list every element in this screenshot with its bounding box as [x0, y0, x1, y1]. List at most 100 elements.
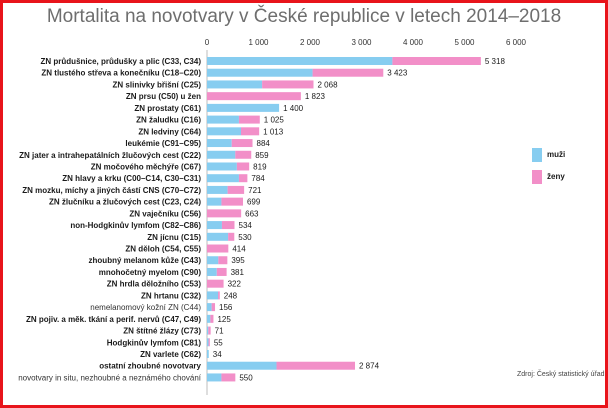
bar-zeny [207, 209, 242, 218]
bar-muzi [207, 185, 228, 194]
category-label: ZN štítné žlázy (C73) [123, 327, 201, 336]
bar-zeny [228, 232, 235, 241]
bar-muzi [207, 150, 236, 159]
bar-zeny [211, 303, 216, 312]
category-label: ZN děloh (C54, C55) [125, 245, 201, 254]
bar-muzi [207, 350, 209, 358]
data-label: 2 874 [359, 362, 380, 371]
bar-muzi [207, 139, 232, 148]
category-label: novotvary in situ, nezhoubné a neznámého… [18, 373, 202, 382]
bar-zeny [208, 338, 210, 347]
category-label: ZN jater a intrahepatálních žlučových ce… [19, 151, 201, 160]
data-label: 395 [231, 256, 245, 265]
bar-zeny [312, 68, 384, 77]
bar-muzi [207, 115, 239, 124]
legend-swatch-muzi [532, 148, 542, 162]
data-label: 784 [251, 174, 265, 183]
data-label: 550 [239, 373, 253, 382]
bar-zeny [221, 373, 236, 382]
bar-muzi [207, 256, 219, 265]
bar-zeny [392, 57, 481, 65]
category-label: leukémie (C91–C95) [125, 139, 201, 148]
x-tick-label: 6 000 [506, 38, 527, 47]
data-label: 884 [257, 139, 271, 148]
category-label: ZN žlučníku a žlučových cest (C23, C24) [49, 198, 201, 207]
x-tick-label: 4 000 [403, 38, 424, 47]
data-label: 2 068 [318, 80, 339, 89]
data-label: 534 [239, 221, 253, 230]
category-label: zhoubný melanom kůže (C43) [89, 256, 202, 265]
category-label: ZN prostaty (C61) [134, 104, 201, 113]
source-note: Zdroj: Český statistický úřad [517, 369, 605, 378]
bar-muzi [207, 103, 280, 112]
category-label: Hodgkinův lymfom (C81) [107, 338, 202, 347]
data-label: 5 318 [485, 57, 506, 66]
data-label: 819 [253, 162, 267, 171]
data-label: 71 [215, 327, 224, 336]
bar-zeny [207, 92, 301, 101]
category-label: ZN hlavy a krku (C00–C14, C30–C31) [62, 174, 201, 183]
category-label: ZN slinivky břišní (C25) [113, 80, 202, 89]
category-label: ZN hrdla děložního (C53) [107, 280, 202, 289]
bar-muzi [207, 57, 393, 65]
data-label: 156 [219, 303, 233, 312]
data-label: 1 400 [283, 104, 304, 113]
bar-muzi [207, 162, 237, 171]
category-label: non-Hodgkinův lymfom (C82–C86) [70, 221, 201, 230]
data-label: 3 423 [387, 69, 408, 78]
data-label: 125 [217, 315, 231, 324]
bar-zeny [218, 291, 220, 300]
bar-muzi [207, 314, 211, 323]
bar-zeny [238, 174, 248, 183]
bar-muzi [207, 326, 209, 335]
data-label: 663 [245, 209, 259, 218]
category-label: nemelanomový kožní ZN (C44) [90, 303, 201, 312]
category-label: ZN hrtanu (C32) [141, 291, 201, 300]
bar-muzi [207, 221, 222, 230]
category-label: ZN tlustého střeva a konečníku (C18–C20) [41, 69, 201, 78]
legend-swatch-zeny [532, 170, 542, 184]
data-label: 699 [247, 198, 261, 207]
bar-zeny [238, 115, 260, 124]
bar-muzi [207, 80, 263, 89]
category-label: ZN mozku, míchy a jiných částí CNS (C70–… [22, 186, 201, 195]
bar-zeny [240, 127, 260, 136]
x-tick-label: 1 000 [248, 38, 269, 47]
bar-zeny [216, 267, 227, 276]
data-label: 721 [248, 186, 262, 195]
x-tick-label: 3 000 [351, 38, 372, 47]
bar-zeny [276, 361, 356, 370]
x-tick-label: 5 000 [454, 38, 475, 47]
legend-label-muzi: muži [547, 150, 565, 159]
bar-muzi [207, 267, 217, 276]
data-label: 859 [255, 151, 269, 160]
bar-muzi [207, 291, 219, 300]
legend-label-zeny: ženy [547, 172, 565, 181]
bar-muzi [207, 373, 222, 382]
bar-zeny [221, 221, 235, 230]
data-label: 381 [231, 268, 245, 277]
data-label: 530 [238, 233, 252, 242]
bar-muzi [207, 338, 209, 347]
bar-zeny [236, 162, 250, 171]
bar-muzi [207, 303, 212, 312]
data-label: 1 013 [263, 127, 284, 136]
bar-zeny [262, 80, 314, 89]
chart-title: Mortalita na novotvary v České republice… [46, 6, 562, 27]
bar-zeny [231, 139, 253, 148]
category-label: ZN jícnu (C15) [147, 233, 201, 242]
category-label: ZN vaječníku (C56) [129, 209, 201, 218]
data-label: 414 [232, 245, 246, 254]
category-label: ZN močového měchýře (C67) [91, 162, 202, 171]
bar-zeny [227, 185, 245, 194]
category-label: mnohočetný myelom (C90) [99, 268, 202, 277]
category-label: ZN pojiv. a měk. tkání a perif. nervů (C… [26, 315, 201, 324]
x-tick-label: 0 [205, 38, 210, 47]
x-tick-label: 2 000 [300, 38, 321, 47]
bar-zeny [210, 314, 214, 323]
bar-muzi [207, 361, 277, 370]
bar-muzi [207, 68, 313, 77]
category-label: ZN ledviny (C64) [138, 127, 201, 136]
